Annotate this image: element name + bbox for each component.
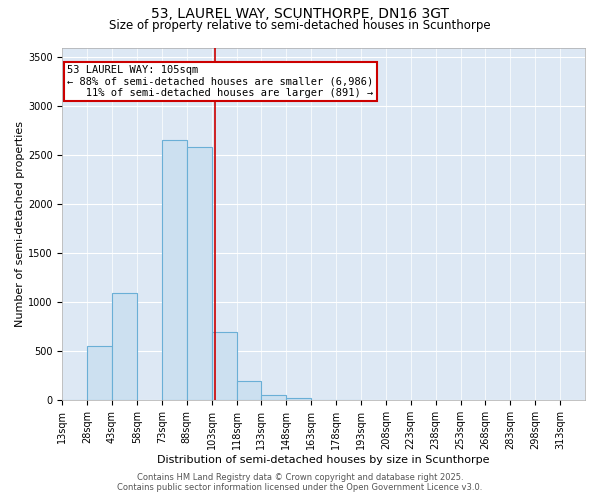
Bar bbox=[262, 395, 286, 400]
Text: Contains HM Land Registry data © Crown copyright and database right 2025.
Contai: Contains HM Land Registry data © Crown c… bbox=[118, 473, 482, 492]
Text: 53, LAUREL WAY, SCUNTHORPE, DN16 3GT: 53, LAUREL WAY, SCUNTHORPE, DN16 3GT bbox=[151, 8, 449, 22]
Y-axis label: Number of semi-detached properties: Number of semi-detached properties bbox=[15, 121, 25, 327]
Bar bbox=[212, 332, 236, 400]
Bar bbox=[236, 381, 262, 400]
Bar bbox=[112, 292, 137, 401]
Text: 53 LAUREL WAY: 105sqm
← 88% of semi-detached houses are smaller (6,986)
   11% o: 53 LAUREL WAY: 105sqm ← 88% of semi-deta… bbox=[67, 65, 373, 98]
X-axis label: Distribution of semi-detached houses by size in Scunthorpe: Distribution of semi-detached houses by … bbox=[157, 455, 490, 465]
Bar bbox=[286, 398, 311, 400]
Text: Size of property relative to semi-detached houses in Scunthorpe: Size of property relative to semi-detach… bbox=[109, 19, 491, 32]
Bar bbox=[162, 140, 187, 400]
Bar bbox=[187, 148, 212, 400]
Bar bbox=[87, 346, 112, 401]
